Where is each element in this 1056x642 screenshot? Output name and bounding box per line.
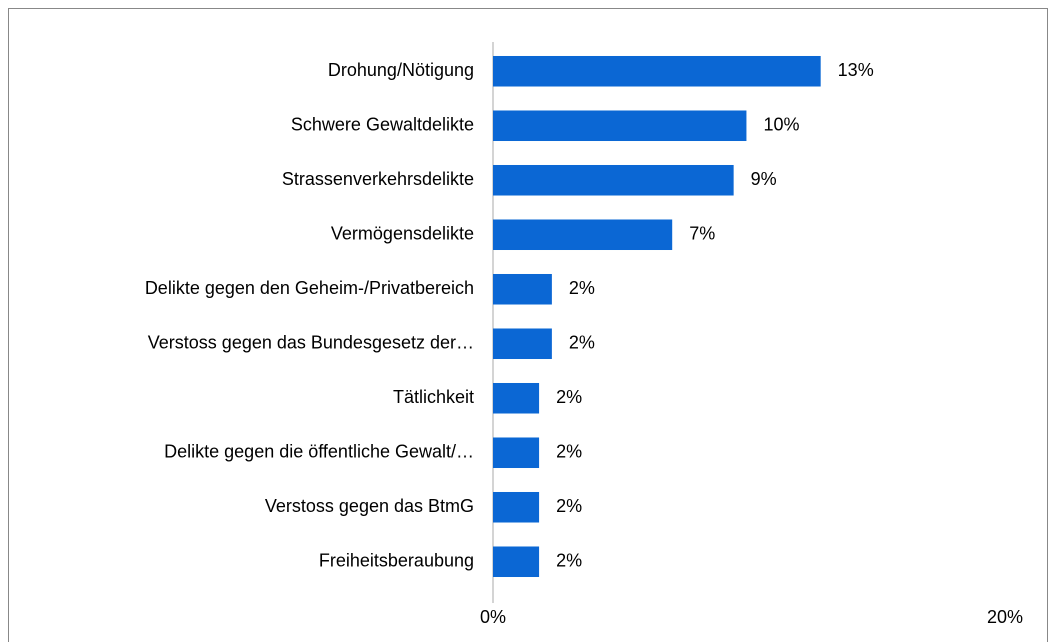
category-label: Freiheitsberaubung xyxy=(319,551,474,571)
value-label: 9% xyxy=(751,169,777,189)
category-label: Vermögensdelikte xyxy=(331,224,474,244)
value-label: 2% xyxy=(556,387,582,407)
bar xyxy=(493,55,821,87)
bar xyxy=(493,219,673,251)
bar xyxy=(493,491,540,523)
value-label: 2% xyxy=(556,496,582,516)
bar xyxy=(493,546,540,578)
category-label: Drohung/Nötigung xyxy=(328,60,474,80)
value-label: 2% xyxy=(556,551,582,571)
bar xyxy=(493,164,734,196)
x-tick-label: 20% xyxy=(987,607,1023,627)
category-label: Tätlichkeit xyxy=(393,387,474,407)
chart-frame xyxy=(8,8,1048,642)
bar xyxy=(493,328,552,360)
category-label: Strassenverkehrsdelikte xyxy=(282,169,474,189)
category-label: Delikte gegen den Geheim-/Privatbereich xyxy=(145,278,474,298)
value-label: 7% xyxy=(689,224,715,244)
value-label: 2% xyxy=(556,442,582,462)
value-label: 2% xyxy=(569,278,595,298)
value-label: 10% xyxy=(763,115,799,135)
value-label: 2% xyxy=(569,333,595,353)
category-label: Verstoss gegen das Bundesgesetz der… xyxy=(148,333,474,353)
value-label: 13% xyxy=(838,60,874,80)
bar xyxy=(493,110,747,142)
x-tick-label: 0% xyxy=(480,607,506,627)
category-label: Verstoss gegen das BtmG xyxy=(265,496,474,516)
category-label: Schwere Gewaltdelikte xyxy=(291,115,474,135)
bar xyxy=(493,382,540,414)
category-label: Delikte gegen die öffentliche Gewalt/… xyxy=(164,442,474,462)
bar xyxy=(493,273,552,305)
bar xyxy=(493,437,540,469)
